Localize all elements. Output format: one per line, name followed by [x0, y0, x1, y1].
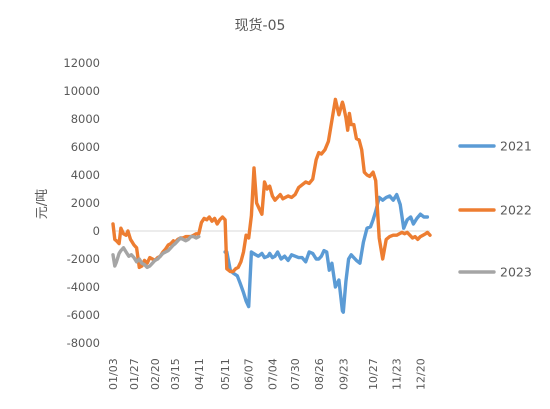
- x-tick-label: 11/23: [391, 358, 404, 390]
- y-tick-label: 0: [93, 224, 100, 238]
- y-tick-label: 6000: [71, 140, 100, 154]
- x-tick-label: 05/11: [219, 358, 232, 390]
- x-tick-label: 02/20: [149, 358, 162, 390]
- y-tick-label: 4000: [71, 168, 100, 182]
- y-tick-label: 12000: [63, 56, 100, 70]
- x-tick-label: 09/23: [337, 358, 350, 390]
- legend-label-2022: 2022: [500, 203, 532, 218]
- x-tick-label: 10/27: [367, 358, 380, 390]
- x-tick-label: 04/11: [193, 358, 206, 390]
- series-line-2021: [223, 192, 430, 314]
- x-tick-label: 08/26: [313, 358, 326, 390]
- y-tick-label: -6000: [67, 308, 100, 322]
- x-tick-label: 06/07: [243, 358, 256, 390]
- y-tick-label: -8000: [67, 336, 100, 350]
- x-tick-label: 07/04: [266, 358, 279, 390]
- y-tick-label: -4000: [67, 280, 100, 294]
- x-tick-label: 12/20: [414, 358, 427, 390]
- y-tick-label: 2000: [71, 196, 100, 210]
- legend-label-2021: 2021: [500, 139, 532, 154]
- x-tick-label: 07/30: [289, 358, 302, 390]
- y-tick-labels: 12000 10000 8000 6000 4000 2000 0 -2000 -4000 -60…: [63, 56, 100, 350]
- y-tick-label: 8000: [71, 112, 100, 126]
- series-line-2022: [111, 97, 432, 274]
- y-axis-label: 元/吨: [35, 189, 50, 219]
- x-tick-label: 01/27: [128, 358, 141, 390]
- chart-title: 现货-05: [235, 17, 286, 34]
- x-tick-labels: 01/03 01/27 02/20 03/15 04/11 05/11 06/07 07/04…: [107, 358, 427, 390]
- series-line-2023: [111, 234, 201, 270]
- series-layer: [111, 97, 432, 314]
- y-tick-label: -2000: [67, 252, 100, 266]
- y-tick-label: 10000: [63, 84, 100, 98]
- x-tick-label: 03/15: [169, 358, 182, 390]
- legend-label-2023: 2023: [500, 265, 532, 280]
- legend: 2021 2022 2023: [458, 139, 532, 280]
- x-tick-label: 01/03: [107, 358, 120, 390]
